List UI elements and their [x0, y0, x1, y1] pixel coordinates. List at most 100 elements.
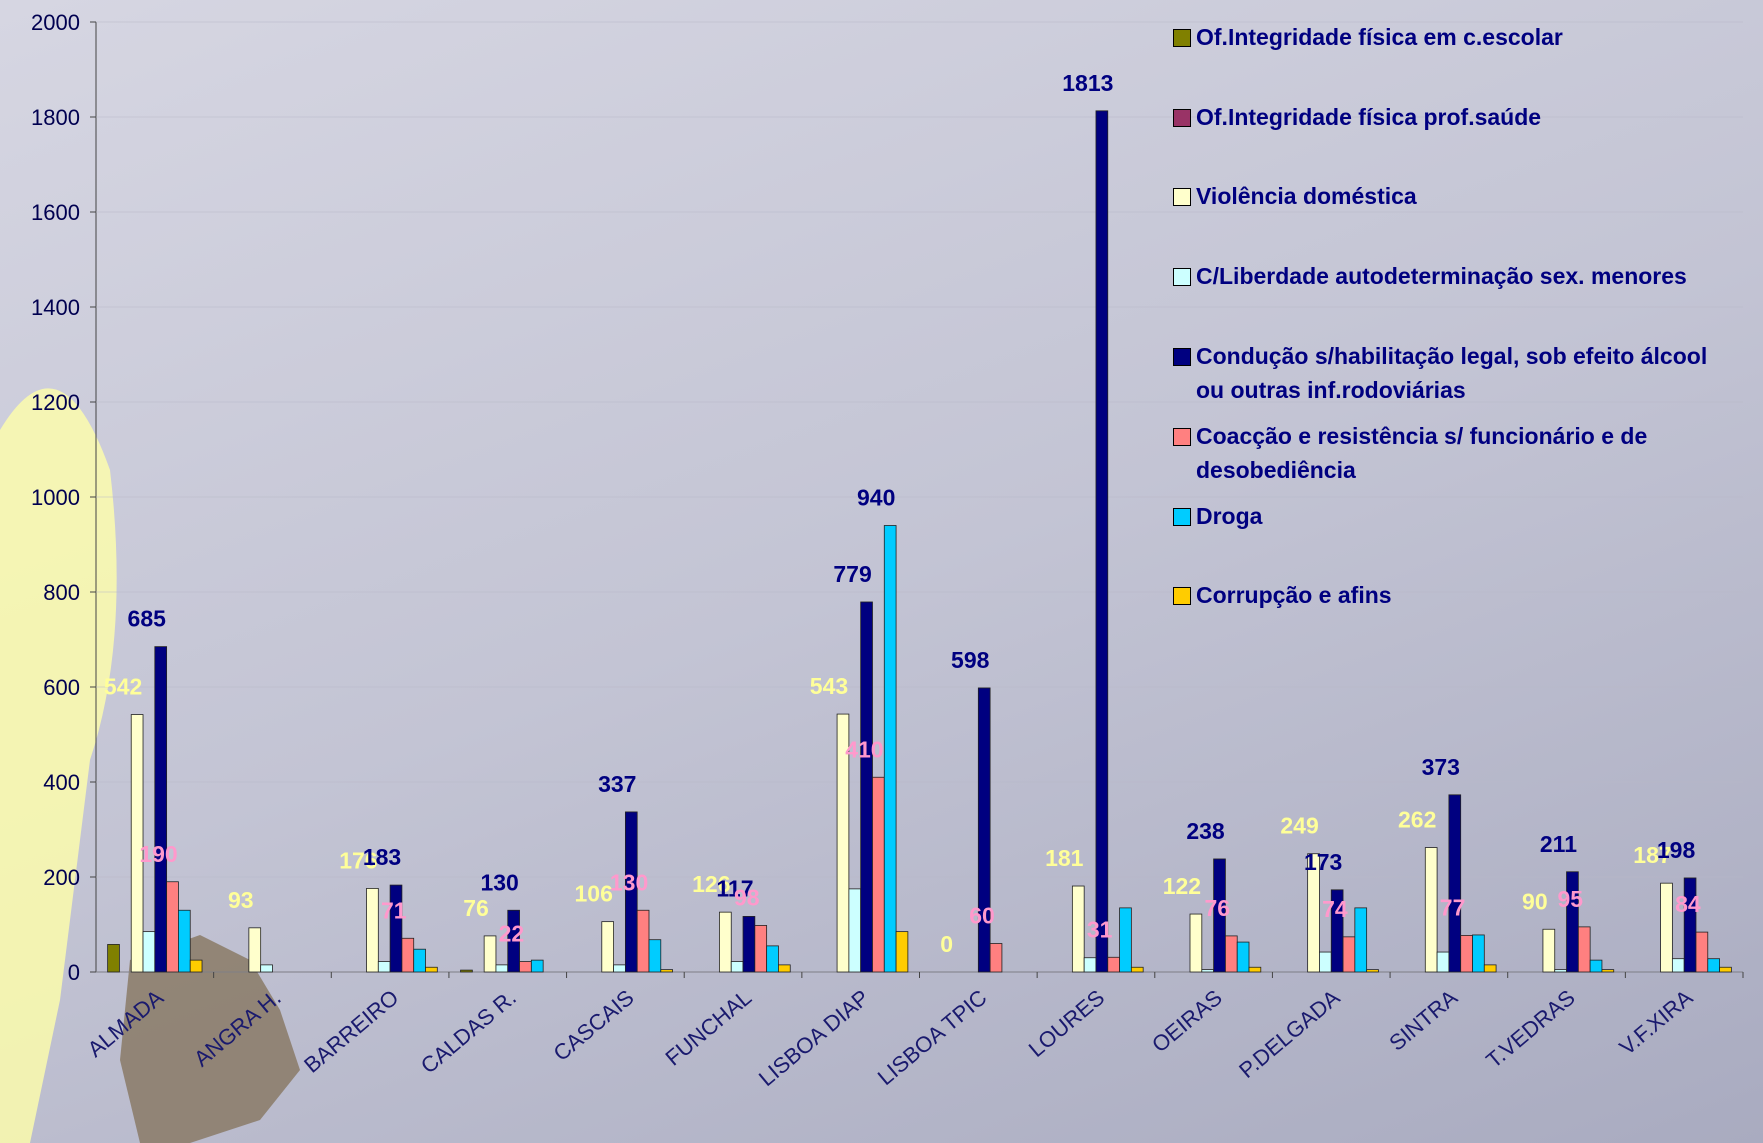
data-label: 74	[1322, 896, 1348, 922]
bar	[1719, 966, 1732, 973]
bar	[660, 969, 673, 973]
bar	[1107, 956, 1120, 973]
bar	[648, 939, 662, 973]
data-label: 1813	[1062, 70, 1113, 96]
data-label: 126	[692, 871, 730, 897]
y-tick-label: 1000	[31, 485, 80, 510]
data-label: 122	[1163, 873, 1201, 899]
legend-label: Of.Integridade física em c.escolar	[1196, 24, 1563, 50]
legend-swatch	[1173, 29, 1191, 47]
bar	[1695, 931, 1709, 973]
y-tick-label: 200	[43, 865, 80, 890]
x-tick-label: FUNCHAL	[661, 985, 757, 1071]
bar	[166, 881, 179, 973]
bar	[1319, 951, 1332, 973]
bar	[895, 931, 909, 973]
bar	[778, 964, 791, 973]
bar	[189, 959, 203, 973]
legend-swatch	[1173, 268, 1191, 286]
bar	[377, 961, 391, 973]
bar	[601, 921, 614, 973]
data-label: 543	[810, 673, 848, 699]
bar	[1472, 934, 1485, 973]
bar	[1330, 889, 1344, 973]
bar	[1566, 871, 1579, 973]
data-label: 95	[1557, 886, 1583, 912]
data-label: 22	[499, 921, 525, 947]
bar	[507, 909, 520, 973]
bar	[1589, 959, 1603, 973]
data-label: 183	[363, 844, 401, 870]
x-tick-label: P.DELGADA	[1234, 984, 1345, 1082]
x-tick-label: T.VEDRAS	[1481, 985, 1579, 1073]
map-shape	[120, 935, 300, 1143]
bar	[1424, 847, 1438, 973]
bar	[1601, 969, 1615, 973]
bar	[766, 945, 779, 973]
bar	[1201, 969, 1215, 973]
bar	[883, 525, 897, 973]
data-label: 84	[1675, 891, 1701, 917]
legend-swatch	[1173, 508, 1191, 526]
legend-item: Condução s/habilitação legal, sob efeito…	[1173, 339, 1726, 407]
data-label: 71	[381, 897, 407, 923]
x-tick-label: OEIRAS	[1147, 985, 1227, 1058]
bar	[260, 964, 273, 973]
legend-item: Of.Integridade física prof.saúde	[1173, 100, 1541, 134]
bar	[742, 916, 756, 973]
bar	[460, 969, 473, 973]
data-label: 117	[716, 875, 753, 901]
x-tick-label: BARREIRO	[299, 985, 403, 1078]
bar	[872, 776, 885, 973]
bar	[401, 937, 415, 973]
bar	[1130, 966, 1144, 973]
y-tick-label: 800	[43, 580, 80, 605]
bar	[977, 687, 991, 973]
legend-label: Droga	[1196, 503, 1263, 529]
legend-item: C/Liberdade autodeterminação sex. menore…	[1173, 259, 1687, 293]
data-label: 238	[1186, 818, 1225, 844]
bar	[1095, 110, 1109, 973]
y-tick-label: 1200	[31, 390, 80, 415]
y-tick-label: 1600	[31, 200, 80, 225]
legend-label: Violência doméstica	[1196, 183, 1417, 209]
legend-label: Condução s/habilitação legal, sob efeito…	[1196, 343, 1708, 403]
data-label: 60	[969, 903, 995, 929]
data-label: 77	[1440, 894, 1466, 920]
data-label: 190	[139, 841, 177, 867]
data-label: 337	[598, 771, 636, 797]
legend-swatch	[1173, 587, 1191, 605]
bar	[1554, 969, 1567, 973]
x-tick-label: SINTRA	[1384, 984, 1462, 1055]
data-label: 76	[463, 895, 489, 921]
bar	[719, 911, 732, 973]
data-label: 130	[480, 869, 518, 895]
y-tick-label: 0	[68, 960, 80, 985]
bar	[1660, 882, 1673, 973]
legend-item: Violência doméstica	[1173, 179, 1417, 213]
bar	[1707, 958, 1720, 973]
bar	[1577, 926, 1591, 973]
data-label: 181	[1045, 845, 1084, 871]
bar	[389, 884, 403, 973]
legend-label: Coacção e resistência s/ funcionário e d…	[1196, 423, 1648, 483]
x-tick-label: CALDAS R.	[416, 985, 521, 1079]
bar	[1083, 957, 1097, 973]
legend-swatch	[1173, 188, 1191, 206]
legend-swatch	[1173, 109, 1191, 127]
data-label: 93	[228, 887, 254, 913]
bar	[413, 948, 426, 973]
bar	[754, 925, 768, 973]
bar	[1213, 858, 1226, 973]
data-label: 0	[940, 931, 953, 957]
logo-shape	[0, 388, 117, 1143]
data-label: 31	[1087, 916, 1113, 942]
bar	[1236, 941, 1250, 973]
legend-label: Of.Integridade física prof.saúde	[1196, 104, 1542, 130]
x-tick-label: V.F.XIRA	[1614, 984, 1697, 1059]
x-tick-label: LOURES	[1024, 985, 1109, 1062]
data-label: 542	[104, 674, 142, 700]
data-label: 685	[128, 606, 167, 632]
x-tick-label: CASCAIS	[549, 985, 639, 1066]
bar	[366, 888, 379, 973]
